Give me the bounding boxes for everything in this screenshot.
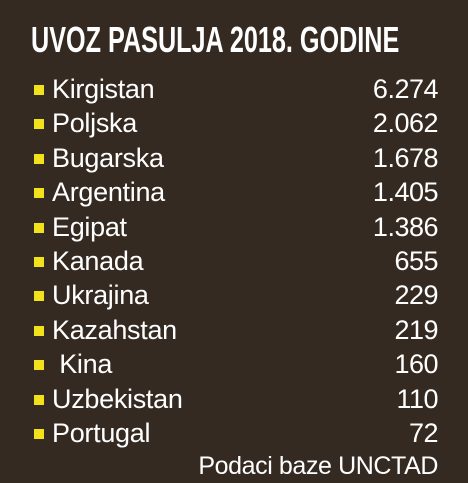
- import-value: 2.062: [372, 108, 439, 139]
- list-item: Kanada 655: [0, 244, 468, 278]
- country-name: Egipat: [52, 211, 127, 242]
- list-item: Portugal 72: [0, 416, 468, 450]
- import-value: 1.678: [372, 142, 439, 173]
- bullet-square-icon: [34, 325, 44, 336]
- country-name: Ukrajina: [52, 280, 149, 311]
- bullet-square-icon: [34, 394, 44, 405]
- bullet-square-icon: [34, 428, 44, 439]
- country-name: Kirgistan: [52, 74, 155, 104]
- bullet-square-icon: [34, 222, 44, 233]
- bullet-square-icon: [34, 256, 44, 267]
- country-name: Portugal: [52, 417, 151, 448]
- source-note: Podaci baze UNCTAD: [198, 452, 438, 480]
- import-value: 229: [394, 280, 438, 311]
- bullet-square-icon: [34, 188, 44, 199]
- bullet-square-icon: [34, 291, 44, 302]
- list-item: Kazahstan 219: [0, 313, 468, 347]
- list-item: Bugarska 1.678: [0, 141, 468, 175]
- country-name: Argentina: [52, 177, 165, 208]
- import-value: 160: [394, 349, 438, 380]
- import-list: Kirgistan 6.274 Poljska 2.062 Bugarska 1…: [0, 72, 468, 450]
- import-value: 110: [396, 383, 438, 414]
- country-name: Kanada: [52, 245, 144, 276]
- bullet-square-icon: [34, 85, 44, 95]
- import-value: 6.274: [372, 74, 439, 104]
- bullet-square-icon: [34, 153, 44, 164]
- import-value: 655: [394, 245, 438, 276]
- list-item: Argentina 1.405: [0, 175, 468, 209]
- country-name: Poljska: [52, 108, 137, 139]
- country-name: Kazahstan: [52, 314, 177, 345]
- list-item: Uzbekistan 110: [0, 382, 468, 416]
- bullet-square-icon: [34, 360, 44, 371]
- list-item: Kirgistan 6.274: [0, 72, 468, 106]
- country-name: Uzbekistan: [52, 383, 183, 414]
- import-value: 219: [394, 314, 438, 345]
- import-value: 72: [408, 417, 439, 448]
- bullet-square-icon: [34, 119, 44, 130]
- import-value: 1.386: [372, 211, 439, 242]
- import-value: 1.405: [372, 177, 439, 208]
- list-item: Poljska 2.062: [0, 106, 468, 140]
- list-item: Egipat 1.386: [0, 210, 468, 244]
- infographic-title: UVOZ PASULJA 2018. GODINE: [31, 19, 400, 60]
- list-item: Ukrajina 229: [0, 278, 468, 312]
- country-name: Bugarska: [52, 142, 164, 173]
- list-item: Kina 160: [0, 347, 468, 381]
- country-name: Kina: [52, 349, 113, 380]
